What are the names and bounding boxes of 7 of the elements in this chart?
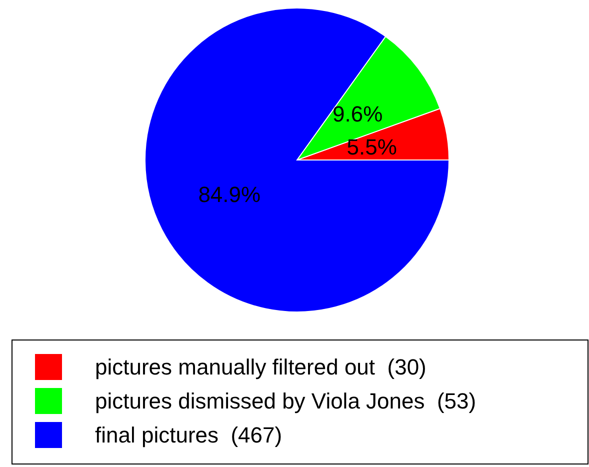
legend-label: final pictures (467) bbox=[95, 422, 282, 448]
data-label: 9.6% bbox=[332, 102, 383, 127]
data-label: 84.9% bbox=[198, 182, 261, 208]
data-label: 5.5% bbox=[346, 134, 397, 160]
legend-label: pictures dismissed by Viola Jones (53) bbox=[95, 388, 476, 414]
pie-slice bbox=[144, 8, 450, 312]
legend-label: pictures manually filtered out (30) bbox=[95, 354, 426, 380]
